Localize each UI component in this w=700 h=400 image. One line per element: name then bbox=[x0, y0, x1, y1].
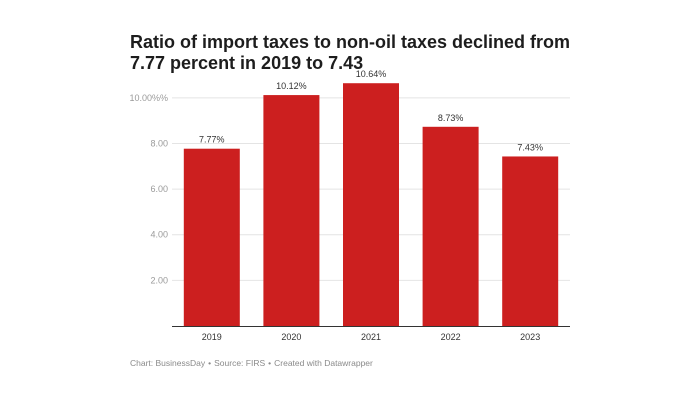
bar-value-label: 10.64% bbox=[356, 69, 387, 79]
chart-footer: Chart: BusinessDay • Source: FIRS • Created … bbox=[130, 358, 373, 368]
bar bbox=[502, 156, 559, 326]
y-tick-label: 2.00 bbox=[150, 275, 168, 285]
chart-title: Ratio of import taxes to non-oil taxes d… bbox=[130, 32, 571, 73]
footer-tool: Created with Datawrapper bbox=[274, 358, 373, 368]
value-labels: 7.77% 10.12% 10.64% 8.73% 7.43% bbox=[199, 69, 543, 152]
footer-source: Source: FIRS bbox=[214, 358, 266, 368]
x-tick-label: 2023 bbox=[520, 332, 540, 342]
y-tick-label: 6.00 bbox=[150, 184, 168, 194]
x-tick-label: 2021 bbox=[361, 332, 381, 342]
y-tick-label: 4.00 bbox=[150, 230, 168, 240]
footer-credit: Chart: BusinessDay bbox=[130, 358, 206, 368]
x-axis-tick-labels: 2019 2020 2021 2022 2023 bbox=[202, 332, 540, 342]
y-tick-label: 8.00 bbox=[150, 138, 168, 148]
x-tick-label: 2019 bbox=[202, 332, 222, 342]
y-tick-label: 10.00%% bbox=[129, 93, 168, 103]
x-tick-label: 2020 bbox=[281, 332, 301, 342]
bar bbox=[183, 148, 240, 326]
y-axis-tick-labels: 2.00 4.00 6.00 8.00 10.00%% bbox=[129, 93, 168, 286]
bar-value-label: 8.73% bbox=[438, 113, 464, 123]
bars bbox=[183, 83, 559, 327]
bar-value-label: 7.77% bbox=[199, 135, 225, 145]
bar bbox=[343, 83, 399, 327]
bar bbox=[263, 95, 320, 326]
x-tick-label: 2022 bbox=[441, 332, 461, 342]
bar-value-label: 7.43% bbox=[517, 142, 543, 152]
bar bbox=[422, 126, 479, 326]
bar-value-label: 10.12% bbox=[276, 81, 307, 91]
